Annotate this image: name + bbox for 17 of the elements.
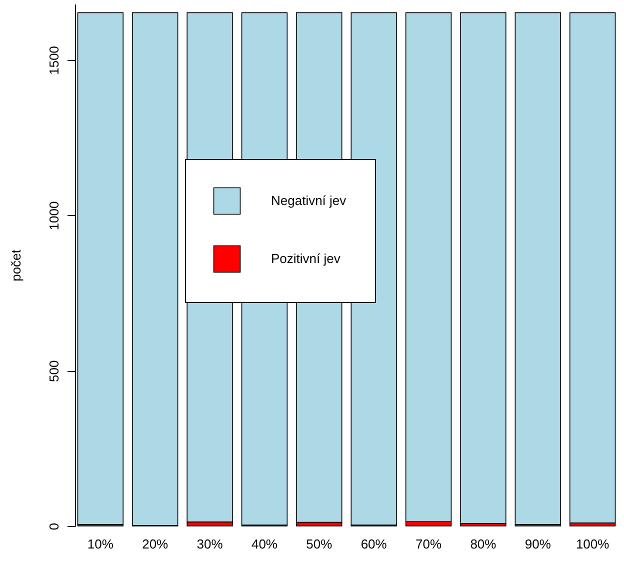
x-tick-label: 20% xyxy=(142,536,169,552)
y-axis-title: počet xyxy=(8,249,24,282)
x-tick-label: 100% xyxy=(576,536,610,552)
y-tick-label: 1500 xyxy=(46,46,62,75)
x-tick-label: 50% xyxy=(306,536,333,552)
x-tick-label: 80% xyxy=(470,536,497,552)
x-tick-label: 10% xyxy=(87,536,114,552)
x-tick-label: 60% xyxy=(360,536,388,552)
legend-label: Negativní jev xyxy=(271,193,347,208)
x-tick-label: 30% xyxy=(196,536,224,552)
y-tick-label: 500 xyxy=(46,360,62,382)
y-tick-label: 1000 xyxy=(46,201,62,230)
legend-label: Pozitivní jev xyxy=(271,251,341,266)
y-tick-label: 0 xyxy=(46,522,62,530)
x-tick-label: 90% xyxy=(524,536,552,552)
x-tick-label: 40% xyxy=(251,536,278,552)
x-tick-label: 70% xyxy=(416,536,442,552)
